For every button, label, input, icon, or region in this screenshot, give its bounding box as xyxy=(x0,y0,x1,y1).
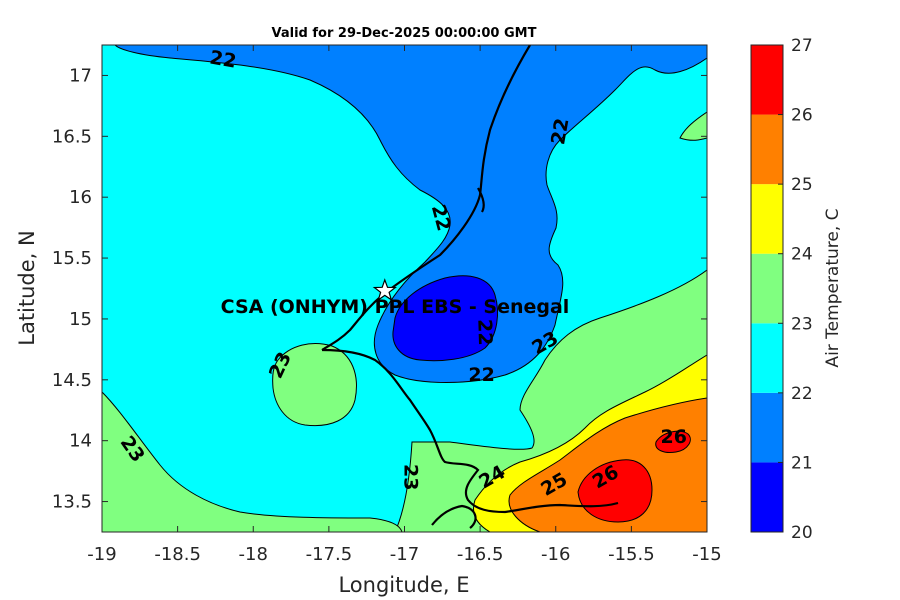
band-23-24-sw xyxy=(102,391,403,532)
y-tick-label: 14.5 xyxy=(52,370,92,391)
y-axis: 13.5 14 14.5 15 15.5 16 16.5 17 xyxy=(52,65,707,513)
colorbar-band xyxy=(751,114,783,185)
colorbar-label: Air Temperature, C xyxy=(823,208,843,367)
y-tick-label: 17 xyxy=(69,65,92,86)
colorbar-tick-label: 24 xyxy=(791,245,813,265)
contour-label: 22 xyxy=(208,46,238,72)
y-tick-label: 15.5 xyxy=(52,248,92,269)
band-20-21 xyxy=(392,275,498,362)
x-tick-label: -18 xyxy=(239,544,268,565)
colorbar-tick-label: 22 xyxy=(791,384,813,404)
contour-label: 26 xyxy=(660,426,686,448)
contour-label: 22 xyxy=(468,364,494,386)
x-tick-label: -18.5 xyxy=(154,544,201,565)
colorbar-tick-label: 23 xyxy=(791,314,813,334)
y-tick-label: 15 xyxy=(69,309,92,330)
band-21-22 xyxy=(114,45,707,383)
y-tick-label: 16.5 xyxy=(52,126,92,147)
x-tick-label: -17 xyxy=(390,544,419,565)
x-tick-label: -16 xyxy=(541,544,570,565)
colorbar-band xyxy=(751,392,783,463)
colorbar-tick-label: 27 xyxy=(791,36,813,56)
y-tick-label: 13.5 xyxy=(52,492,92,513)
x-tick-label: -17.5 xyxy=(306,544,353,565)
x-tick-label: -19 xyxy=(87,544,116,565)
colorbar-tick-label: 21 xyxy=(791,453,813,473)
y-tick-label: 14 xyxy=(69,431,92,452)
coastline xyxy=(321,45,619,529)
temperature-map xyxy=(102,45,707,532)
colorbar-band xyxy=(751,45,783,115)
colorbar-tick-label: 25 xyxy=(791,175,813,195)
contour-label: 22 xyxy=(473,319,496,346)
site-label: CSA (ONHYM) PPL EBS - Senegal xyxy=(221,296,570,318)
colorbar-tick-label: 20 xyxy=(791,523,813,543)
y-axis-label: Latitude, N xyxy=(15,230,39,346)
colorbar-band xyxy=(751,462,783,532)
y-tick-label: 16 xyxy=(69,187,92,208)
star-icon xyxy=(372,278,397,302)
colorbar-tick-label: 26 xyxy=(791,106,813,126)
colorbar-band xyxy=(751,253,783,324)
contour-label: 22 xyxy=(547,117,573,147)
colorbar-frame xyxy=(750,44,784,533)
band-26-27-small xyxy=(655,430,691,453)
band-23-24-ne xyxy=(679,111,707,141)
colorbar: 20 21 22 23 24 25 26 27 xyxy=(750,36,813,543)
site-marker: CSA (ONHYM) PPL EBS - Senegal xyxy=(221,278,570,318)
x-tick-label: -16.5 xyxy=(457,544,504,565)
x-tick-label: -15 xyxy=(692,544,721,565)
map-title: Valid for 29-Dec-2025 00:00:00 GMT xyxy=(272,26,537,41)
x-axis: -19 -18.5 -18 -17.5 -17 -16.5 -16 -15.5 -15 xyxy=(87,45,722,565)
colorbar-band xyxy=(751,184,783,254)
contour-label: 23 xyxy=(400,464,422,490)
colorbar-band xyxy=(751,323,783,393)
x-tick-label: -15.5 xyxy=(608,544,655,565)
x-axis-label: Longitude, E xyxy=(338,573,469,597)
